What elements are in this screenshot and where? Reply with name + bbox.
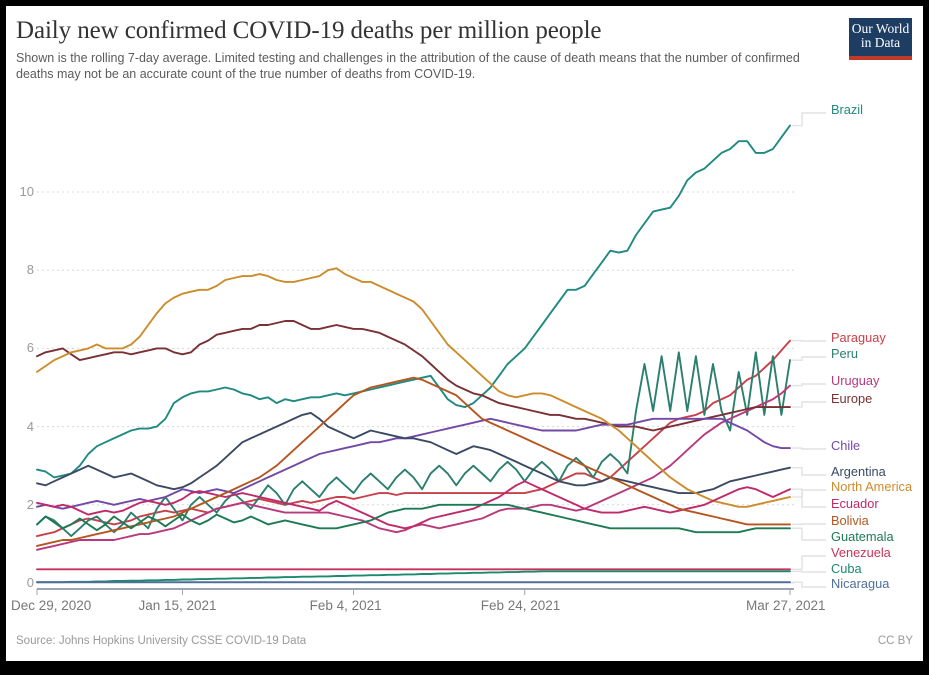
series-line-north-america[interactable] [36,267,791,508]
legend-connector [792,112,826,127]
series-line-argentina[interactable] [36,411,791,495]
chart-card: Daily new confirmed COVID-19 deaths per … [6,6,923,661]
legend-item-cuba[interactable]: Cuba [831,561,862,576]
legend-connector [792,356,826,361]
chart-plot-area[interactable]: 0 2 4 6 8 10 Dec 29, 2020 Jan 15, 2021 Feb 4, 20… [6,6,923,661]
legend-item-ecuador[interactable]: Ecuador [831,496,879,511]
legend-connector [792,527,826,541]
page-title: Daily new confirmed COVID-19 deaths per … [16,17,602,44]
x-axis-tick-label: Jan 15, 2021 [138,598,217,613]
series-line-cuba[interactable] [36,570,791,584]
y-axis-tick-label: 2 [26,496,34,512]
y-axis-tick-label: 4 [26,418,34,434]
series-line-guatemala[interactable] [36,503,791,534]
legend-connector [792,488,826,508]
legend-item-guatemala[interactable]: Guatemala [831,529,894,544]
legend-item-peru[interactable]: Peru [831,346,859,361]
legend-connector [792,581,826,588]
y-axis-tick-label: 10 [19,184,34,200]
legend-connector [792,466,826,476]
x-axis-tick-label: Feb 4, 2021 [309,598,382,613]
owid-logo[interactable]: Our World in Data [849,18,912,60]
legend-item-brazil[interactable]: Brazil [831,102,863,117]
legend-connector [792,447,826,450]
license-note[interactable]: CC BY [877,635,913,647]
series-line-ecuador[interactable] [36,480,791,530]
series-line-brazil[interactable] [36,124,791,479]
line-chart-svg [36,112,826,595]
chart-subtitle: Shown is the rolling 7-day average. Limi… [16,51,800,81]
legend-item-bolivia[interactable]: Bolivia [831,513,869,528]
legend-connector [792,489,826,498]
legend-item-europe[interactable]: Europe [831,391,873,406]
legend-item-argentina[interactable]: Argentina [831,464,886,479]
legend-connector [792,555,826,571]
legend-item-chile[interactable]: Chile [831,438,861,453]
y-axis-tick-label: 6 [26,340,34,356]
source-note: Source: Johns Hopkins University CSSE CO… [16,635,307,647]
legend-connector [792,401,826,408]
x-axis-tick-label: Feb 24, 2021 [480,598,561,613]
series-line-bolivia[interactable] [36,376,791,547]
legend-item-venezuela[interactable]: Venezuela [831,545,891,560]
legend-item-paraguay[interactable]: Paraguay [831,330,886,345]
series-line-peru[interactable] [36,351,791,538]
owid-logo-line1: Our World [851,21,910,36]
owid-logo-line2: in Data [860,35,901,50]
y-axis-tick-label: 0 [26,575,34,590]
legend-connector [792,383,826,387]
chart-header: Daily new confirmed COVID-19 deaths per … [16,16,916,82]
series-line-europe[interactable] [36,320,791,432]
x-axis-tick-label: Mar 27, 2021 [746,598,826,613]
series-line-chile[interactable] [36,417,791,510]
legend-item-nicaragua[interactable]: Nicaragua [831,576,890,591]
legend-connector [792,570,826,573]
legend-item-uruguay[interactable]: Uruguay [831,373,880,388]
legend-item-north-america[interactable]: North America [831,479,913,494]
y-axis-tick-label: 8 [26,262,34,278]
x-axis-tick-label: Dec 29, 2020 [11,598,92,613]
